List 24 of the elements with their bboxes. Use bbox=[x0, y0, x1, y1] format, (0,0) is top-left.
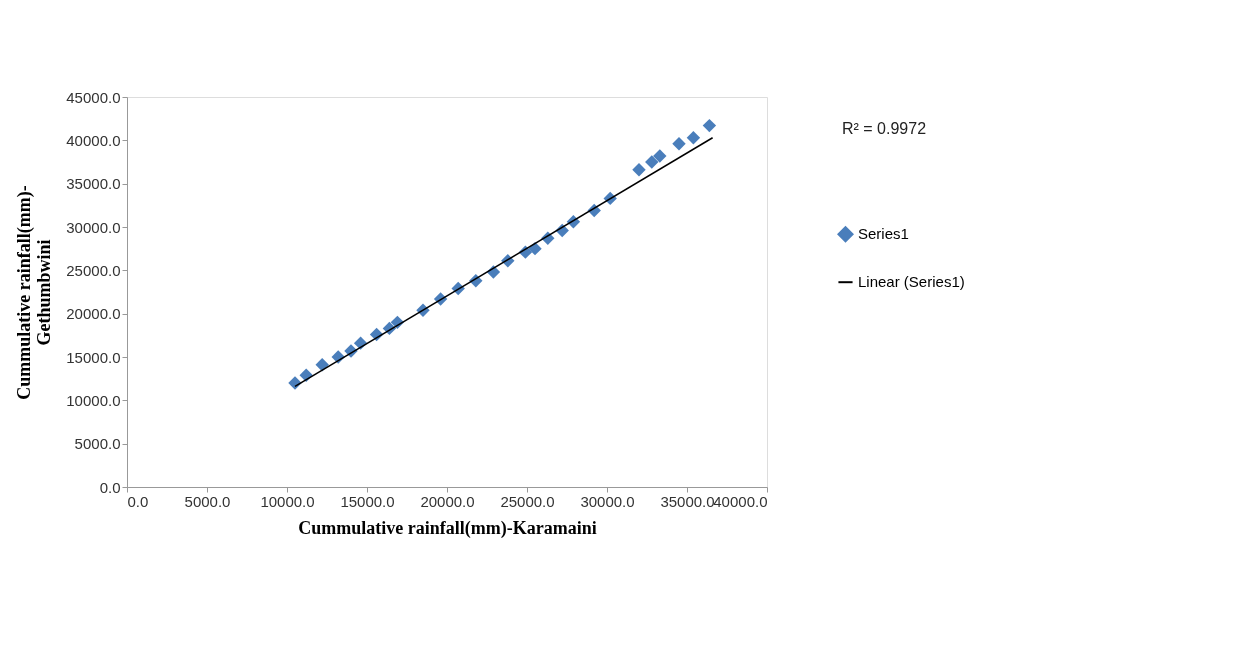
text: R² = 0.9972 bbox=[842, 120, 927, 137]
x-tick-label: 15000.0 bbox=[340, 492, 395, 510]
y-tick-label: 30000.0 bbox=[66, 218, 121, 236]
x-tick-label: 10000.0 bbox=[260, 492, 315, 510]
x-tick-label: 0.0 bbox=[127, 492, 149, 510]
y-tick-label: 10000.0 bbox=[66, 391, 121, 409]
x-tick-label: 5000.0 bbox=[184, 492, 231, 510]
y-tick-label: 35000.0 bbox=[66, 175, 121, 193]
legend-label: Linear (Series1) bbox=[858, 273, 965, 291]
y-tick-label: 20000.0 bbox=[66, 305, 121, 323]
x-tick-label: 40000.0 bbox=[713, 492, 768, 510]
y-axis-title: Cummulative rainfall(mm)- Gethumbwini bbox=[14, 185, 55, 400]
y-tick-label: 25000.0 bbox=[66, 261, 121, 279]
y-tick-label: 40000.0 bbox=[66, 131, 121, 149]
y-tick-label: 0.0 bbox=[99, 478, 121, 496]
x-tick-label: 30000.0 bbox=[580, 492, 635, 510]
x-axis-title: Cummulative rainfall(mm)-Karamaini bbox=[298, 517, 597, 539]
x-tick-label: 25000.0 bbox=[500, 492, 555, 510]
x-tick-label: 35000.0 bbox=[660, 492, 715, 510]
y-tick-label: 45000.0 bbox=[66, 88, 121, 106]
y-tick-label: 15000.0 bbox=[66, 348, 121, 366]
legend-label: Series1 bbox=[858, 225, 909, 243]
y-tick-label: 5000.0 bbox=[74, 435, 121, 453]
x-tick-label: 20000.0 bbox=[420, 492, 475, 510]
